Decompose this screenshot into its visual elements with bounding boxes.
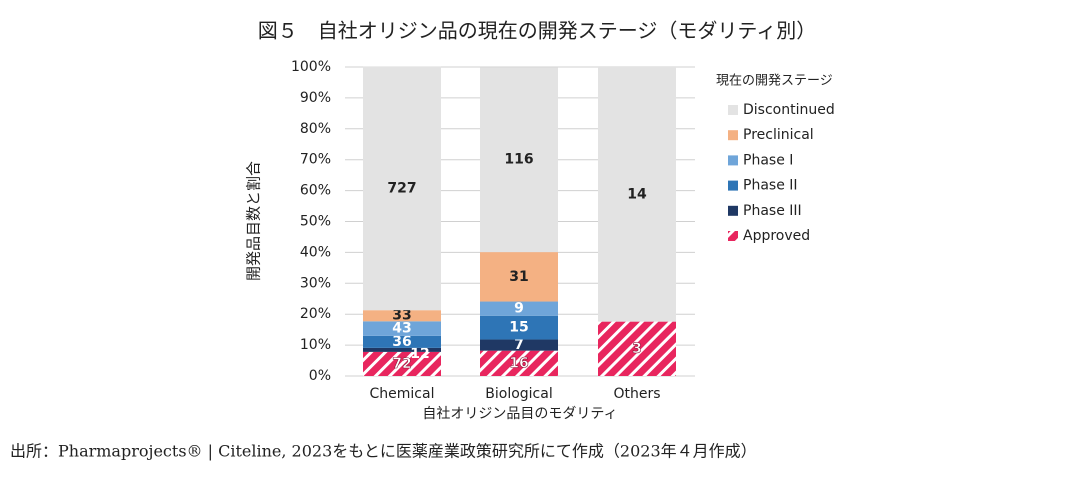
data-label: 116 <box>504 152 533 168</box>
y-tick-label: 60% <box>300 183 331 199</box>
bar-segment <box>363 321 441 336</box>
y-tick-label: 80% <box>300 121 331 137</box>
source-note: 出所：Pharmaprojects® | Citeline, 2023をもとに医… <box>10 442 757 461</box>
legend-swatch <box>728 105 738 115</box>
y-tick-label: 50% <box>300 214 331 230</box>
y-axis-title: 開発品目数と割合 <box>245 161 263 281</box>
y-tick-label: 100% <box>291 59 331 75</box>
data-label: 3 <box>632 341 642 357</box>
bar-segment <box>363 66 441 311</box>
legend-label: Phase II <box>743 178 798 194</box>
y-tick-label: 40% <box>300 244 331 260</box>
x-axis-title: 自社オリジン品目のモダリティ <box>422 406 617 422</box>
x-tick-label: Chemical <box>370 386 435 402</box>
data-label: 9 <box>514 301 524 317</box>
bar-segment <box>363 310 441 322</box>
data-label: 12 <box>410 346 429 362</box>
chart-title: 図５ 自社オリジン品の現在の開発ステージ（モダリティ別） <box>258 19 816 43</box>
data-label: 36 <box>392 334 411 350</box>
bar-segment <box>598 321 676 376</box>
bar-segment <box>363 347 441 352</box>
bar-segment <box>480 350 558 376</box>
data-label: 72 <box>392 356 411 372</box>
bar-segment <box>480 252 558 302</box>
bar-segment <box>480 339 558 351</box>
legend-title: 現在の開発ステージ <box>716 74 833 89</box>
legend-swatch <box>728 130 738 141</box>
y-tick-label: 90% <box>300 90 331 106</box>
legend-label: Approved <box>743 228 810 244</box>
data-label: 14 <box>627 186 647 202</box>
bar-segment <box>480 301 558 316</box>
legend-label: Phase I <box>743 152 793 168</box>
legend-swatch <box>728 180 738 191</box>
x-tick-label: Biological <box>485 386 552 402</box>
data-label: 33 <box>392 308 411 324</box>
data-label: 16 <box>509 355 528 371</box>
data-label: 31 <box>509 269 528 285</box>
data-label: 43 <box>392 321 411 337</box>
data-label: 7 <box>514 337 524 353</box>
legend-swatch <box>728 155 738 166</box>
data-label: 15 <box>509 320 528 336</box>
bar-segment <box>363 335 441 348</box>
x-tick-label: Others <box>613 386 660 402</box>
legend-swatch <box>728 205 738 216</box>
bar-segment <box>363 351 441 376</box>
legend-label: Phase III <box>743 203 802 219</box>
y-tick-label: 10% <box>300 337 331 353</box>
bar-segment <box>480 315 558 340</box>
y-tick-label: 70% <box>300 152 331 168</box>
y-tick-label: 30% <box>300 275 331 291</box>
bar-segment <box>598 67 676 322</box>
y-tick-label: 20% <box>300 306 331 322</box>
bar-segment <box>480 67 558 253</box>
legend-swatch <box>728 231 738 241</box>
y-tick-label: 0% <box>309 368 331 384</box>
data-label: 727 <box>387 180 416 196</box>
legend-label: Discontinued <box>743 102 835 118</box>
legend-label: Preclinical <box>743 127 814 143</box>
